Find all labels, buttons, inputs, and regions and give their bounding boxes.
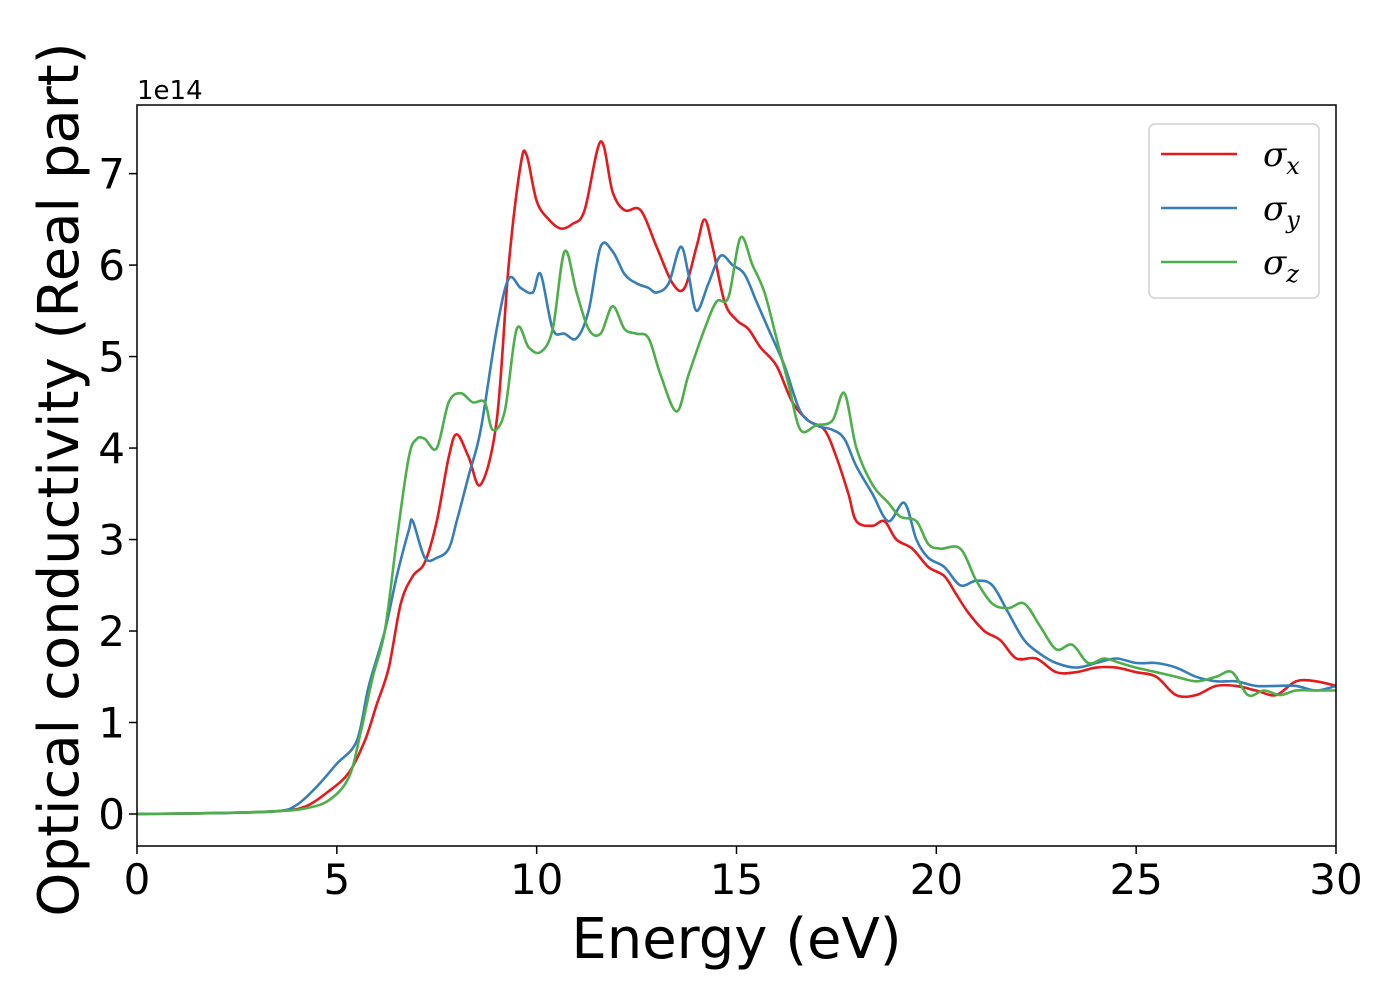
legend-label-z: σz (1263, 243, 1299, 288)
y-axis: 0 1 2 3 4 5 6 7 (98, 150, 137, 839)
x-tick-label: 25 (1109, 855, 1162, 904)
y-axis-offset-label: 1e14 (137, 76, 203, 106)
y-tick-label: 0 (98, 790, 125, 839)
legend: σx σy σz (1148, 123, 1320, 299)
x-axis-title: Energy (eV) (571, 907, 901, 972)
series-line-x (137, 140, 1336, 816)
x-tick-label: 20 (910, 855, 963, 904)
legend-box (1148, 123, 1320, 299)
series-line-y (137, 241, 1336, 816)
x-tick-label: 5 (323, 855, 350, 904)
legend-label-x: σx (1263, 135, 1300, 180)
y-tick-label: 5 (98, 333, 125, 382)
x-tick-label: 0 (124, 855, 151, 904)
legend-label-y: σy (1263, 189, 1300, 234)
y-tick-label: 6 (98, 241, 125, 290)
series-line-z (137, 235, 1336, 816)
y-axis-title: Optical conductivity (Real part) (27, 42, 92, 916)
y-tick-label: 3 (98, 516, 125, 565)
y-tick-label: 2 (98, 607, 125, 656)
x-tick-label: 15 (710, 855, 763, 904)
y-tick-label: 7 (98, 150, 125, 199)
x-tick-label: 30 (1309, 855, 1362, 904)
x-tick-label: 10 (510, 855, 563, 904)
x-axis: 0 5 10 15 20 25 30 (124, 846, 1363, 904)
y-tick-label: 1 (98, 699, 125, 748)
series-layer (137, 140, 1336, 816)
y-tick-label: 4 (98, 424, 125, 473)
